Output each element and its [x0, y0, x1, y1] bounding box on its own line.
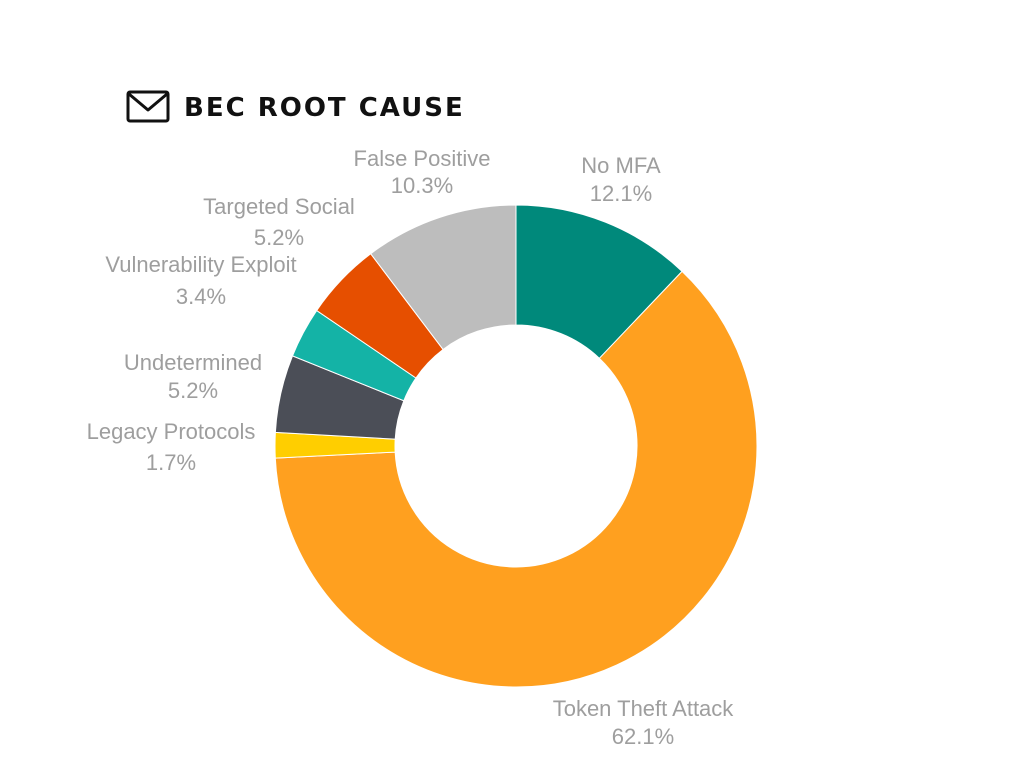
label-name-undetermined: Undetermined — [124, 350, 262, 375]
chart-title: BEC ROOT CAUSE — [184, 93, 465, 123]
label-name-false-positive: False Positive — [354, 146, 491, 171]
slice-false-positive — [369, 204, 517, 351]
label-value-targeted-social: 5.2% — [254, 225, 304, 250]
label-name-legacy-protocols: Legacy Protocols — [87, 419, 256, 444]
label-value-vulnerability-exploit: 3.4% — [176, 284, 226, 309]
label-name-token-theft-attack: Token Theft Attack — [553, 696, 735, 721]
slice-labels: No MFA 12.1% Token Theft Attack 62.1% Le… — [87, 146, 735, 749]
chart-title-group: BEC ROOT CAUSE — [126, 90, 465, 123]
slice-token-theft-attack — [274, 270, 758, 688]
label-value-token-theft-attack: 62.1% — [612, 724, 674, 749]
label-name-targeted-social: Targeted Social — [203, 194, 355, 219]
label-value-false-positive: 10.3% — [391, 173, 453, 198]
label-value-legacy-protocols: 1.7% — [146, 450, 196, 475]
label-name-vulnerability-exploit: Vulnerability Exploit — [105, 252, 296, 277]
label-value-no-mfa: 12.1% — [590, 181, 652, 206]
envelope-icon — [126, 90, 170, 123]
label-value-undetermined: 5.2% — [168, 378, 218, 403]
donut-slices — [274, 204, 758, 688]
label-name-no-mfa: No MFA — [581, 153, 661, 178]
